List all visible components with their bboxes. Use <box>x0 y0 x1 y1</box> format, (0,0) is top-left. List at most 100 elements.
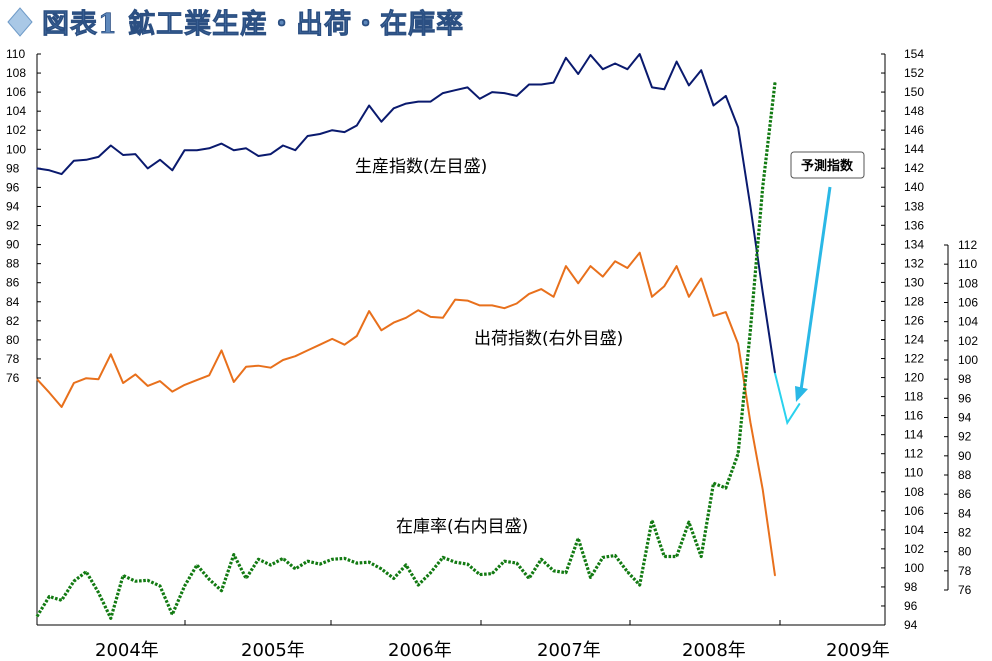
series-2-point-29 <box>393 577 395 580</box>
series-1-point-41 <box>540 288 542 290</box>
right_inner-tick-label: 108 <box>904 485 924 499</box>
series-2-point-37 <box>491 573 493 575</box>
right_outer-tick-label: 94 <box>958 411 972 425</box>
series-0-point-37 <box>491 91 493 93</box>
left-tick-label: 96 <box>6 180 20 194</box>
left-tick-label: 78 <box>6 352 20 366</box>
series-2-point-44 <box>577 537 579 540</box>
series-1-point-50 <box>651 296 653 298</box>
right_outer-tick-label: 96 <box>958 391 972 405</box>
left-tick-label: 80 <box>6 333 20 347</box>
forecast-callout-label: 予測指数 <box>801 158 854 174</box>
series-1-point-58 <box>749 421 752 423</box>
series-1-point-21 <box>294 355 296 357</box>
x-tick-label: 2007年 <box>537 640 601 661</box>
series-2-point-55 <box>712 482 715 484</box>
series-1-point-45 <box>589 265 592 267</box>
series-2-point-10 <box>159 585 161 587</box>
series-1-point-35 <box>466 300 469 302</box>
series-1-point-20 <box>282 359 284 361</box>
right_inner-tick-label: 126 <box>904 313 924 327</box>
series-1-point-24 <box>331 338 333 340</box>
left-tick-label: 94 <box>6 199 20 213</box>
series-1-point-38 <box>503 307 505 309</box>
left-tick-label: 110 <box>6 47 25 61</box>
left-tick-label: 90 <box>6 238 20 252</box>
series-1-point-52 <box>676 265 678 267</box>
series-2-point-38 <box>503 560 505 562</box>
series-1-point-27 <box>368 310 370 312</box>
forecast-point-0 <box>774 372 776 374</box>
left-tick-label: 86 <box>6 276 20 290</box>
series-0-point-36 <box>479 98 481 100</box>
left-tick-label: 76 <box>6 371 20 385</box>
series-0-point-19 <box>270 153 272 155</box>
series-0-point-11 <box>171 169 173 171</box>
series-0-point-43 <box>565 57 567 59</box>
right_inner-tick-label: 140 <box>904 180 924 194</box>
chart-title: 図表1 鉱工業生産・出荷・在庫率 <box>42 8 464 40</box>
series-1-point-59 <box>762 488 764 490</box>
series-0-point-53 <box>688 84 690 86</box>
series-1-point-37 <box>491 304 493 306</box>
series-0-point-26 <box>356 124 358 127</box>
series-0-point-46 <box>602 68 604 70</box>
right_outer-tick-label: 80 <box>958 545 972 559</box>
series-2-point-12 <box>184 585 186 587</box>
series-2-point-33 <box>442 556 444 559</box>
series-0-point-57 <box>737 126 739 128</box>
series-1-point-31 <box>417 309 419 311</box>
right_inner-tick-label: 142 <box>904 161 924 175</box>
series-1-point-9 <box>147 385 149 387</box>
right_inner-tick-label: 128 <box>904 294 924 308</box>
right_inner-tick-label: 148 <box>904 104 924 118</box>
series-2-point-14 <box>208 578 210 580</box>
series-1-point-19 <box>270 367 272 369</box>
series-2-point-34 <box>454 561 456 563</box>
right_inner-tick-label: 118 <box>904 390 923 404</box>
series-1-point-17 <box>245 366 247 368</box>
series-0-point-0 <box>36 167 38 169</box>
series-1-point-51 <box>663 285 665 287</box>
series-2-point-36 <box>479 574 481 576</box>
left-tick-label: 84 <box>6 295 20 309</box>
right_inner-tick-label: 152 <box>904 66 924 80</box>
series-0-point-40 <box>528 83 530 86</box>
right_inner-tick-label: 146 <box>904 123 924 137</box>
series-1-point-2 <box>61 406 63 408</box>
series-0-point-56 <box>725 95 727 97</box>
series-2-point-9 <box>147 579 149 581</box>
series-2-point-59 <box>762 186 764 188</box>
right_outer-tick-label: 92 <box>958 430 972 444</box>
series-0-point-9 <box>147 167 149 169</box>
series-2-point-47 <box>614 554 616 557</box>
series-0-point-44 <box>577 73 579 75</box>
series-2-point-16 <box>233 554 235 556</box>
series-0-point-58 <box>749 205 752 208</box>
series-0-point-1 <box>48 169 50 171</box>
right_inner-tick-label: 110 <box>904 466 923 480</box>
series-2-point-32 <box>430 572 432 574</box>
series-0-point-12 <box>184 149 186 151</box>
series-0-point-29 <box>393 107 395 109</box>
series-0-point-50 <box>651 86 653 88</box>
right_inner-tick-label: 136 <box>904 218 924 232</box>
series-line-0 <box>36 53 776 374</box>
series-0-point-27 <box>368 104 370 107</box>
series-2-point-21 <box>294 568 296 570</box>
series-0-point-55 <box>712 104 715 107</box>
series-1-point-30 <box>405 317 407 319</box>
series-1-point-55 <box>712 315 715 317</box>
right_inner-tick-label: 100 <box>904 561 924 575</box>
series-2-point-58 <box>749 329 752 331</box>
series-1-point-16 <box>233 381 235 383</box>
series-1-point-25 <box>343 344 346 346</box>
series-1-point-13 <box>196 379 198 381</box>
series-2-point-5 <box>97 592 100 594</box>
right_inner-tick-label: 150 <box>904 85 924 99</box>
series-0-point-8 <box>134 153 136 155</box>
left-tick-label: 104 <box>6 104 26 118</box>
series-0-point-23 <box>319 133 321 135</box>
series-0-point-47 <box>614 62 616 65</box>
series-2-point-18 <box>257 558 259 560</box>
